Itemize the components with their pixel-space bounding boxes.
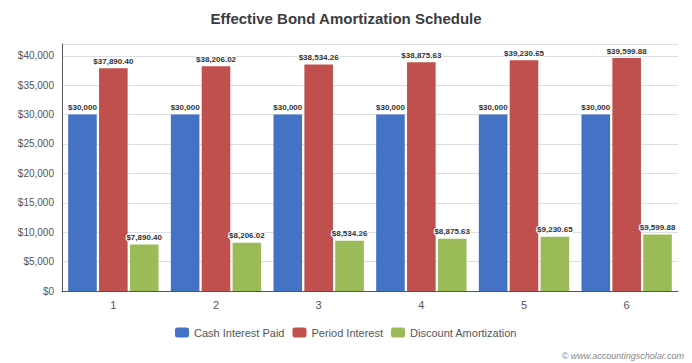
svg-text:$20,000: $20,000: [18, 168, 55, 179]
svg-text:$30,000: $30,000: [273, 103, 302, 112]
svg-text:$8,206.02: $8,206.02: [229, 231, 265, 240]
svg-text:$8,875.63: $8,875.63: [434, 227, 470, 236]
svg-text:$8,534.26: $8,534.26: [332, 229, 368, 238]
svg-text:$38,875.63: $38,875.63: [401, 51, 442, 60]
svg-text:Discount Amortization: Discount Amortization: [410, 327, 516, 339]
svg-text:3: 3: [316, 299, 322, 311]
svg-text:$15,000: $15,000: [18, 197, 55, 208]
svg-text:$35,000: $35,000: [18, 80, 55, 91]
svg-text:$30,000: $30,000: [479, 103, 508, 112]
svg-text:$37,890.40: $37,890.40: [93, 57, 134, 66]
svg-text:$39,599.88: $39,599.88: [607, 47, 648, 56]
svg-text:Cash Interest Paid: Cash Interest Paid: [194, 327, 285, 339]
svg-text:$30,000: $30,000: [171, 103, 200, 112]
svg-text:$40,000: $40,000: [18, 50, 55, 61]
svg-text:$7,890.40: $7,890.40: [126, 233, 162, 242]
svg-text:$9,230.65: $9,230.65: [537, 225, 573, 234]
svg-text:6: 6: [624, 299, 630, 311]
svg-text:$30,000: $30,000: [18, 109, 55, 120]
svg-text:$9,599.88: $9,599.88: [640, 223, 676, 232]
svg-text:$0: $0: [43, 286, 55, 297]
svg-text:$30,000: $30,000: [376, 103, 405, 112]
svg-text:$25,000: $25,000: [18, 138, 55, 149]
svg-text:$30,000: $30,000: [581, 103, 610, 112]
svg-text:$38,534.26: $38,534.26: [299, 53, 340, 62]
svg-text:1: 1: [110, 299, 116, 311]
svg-text:2: 2: [213, 299, 219, 311]
svg-text:$10,000: $10,000: [18, 227, 55, 238]
svg-text:$39,230.65: $39,230.65: [504, 49, 545, 58]
svg-text:$30,000: $30,000: [68, 103, 97, 112]
svg-text:4: 4: [418, 299, 424, 311]
svg-text:Effective Bond Amortization Sc: Effective Bond Amortization Schedule: [210, 10, 481, 27]
svg-text:5: 5: [521, 299, 527, 311]
svg-text:$38,206.02: $38,206.02: [196, 55, 237, 64]
svg-text:© www.accountingscholar.com: © www.accountingscholar.com: [562, 351, 685, 361]
svg-text:$5,000: $5,000: [23, 256, 54, 267]
svg-text:Period Interest: Period Interest: [311, 327, 383, 339]
